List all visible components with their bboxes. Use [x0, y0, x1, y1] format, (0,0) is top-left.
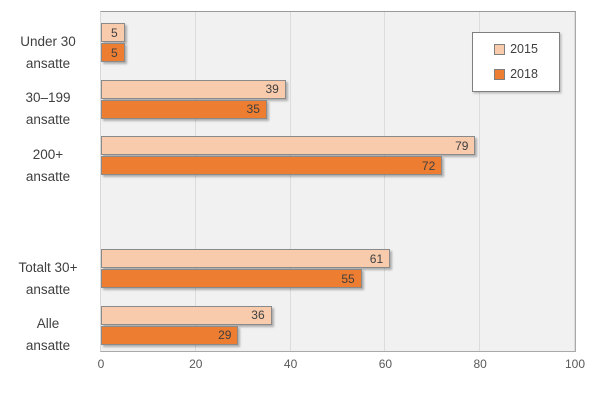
bar-value-label: 29	[218, 328, 232, 342]
category-label-2: 200+ ansatte	[25, 146, 71, 184]
bar-2018-category-1: 35	[101, 99, 267, 119]
bar-2018-category-2: 72	[101, 156, 443, 175]
gridline-20	[194, 12, 196, 351]
legend: 2015 2018	[472, 32, 560, 92]
legend-label-2015: 2015	[510, 42, 538, 56]
bar-2015-category-4: 36	[101, 305, 272, 325]
bar-2015-category-2: 79	[101, 136, 476, 155]
gridline-100	[574, 12, 575, 351]
bar-value-label: 72	[421, 158, 436, 173]
x-tick-label-40: 40	[283, 357, 298, 371]
bar-2018-category-3: 55	[101, 269, 362, 288]
bar-2015-category-3: 61	[101, 249, 391, 268]
x-tick-label-80: 80	[473, 357, 487, 371]
bar-value-label: 36	[251, 308, 265, 322]
x-tick-label-60: 60	[378, 357, 393, 371]
legend-item-2018: 2018	[494, 68, 538, 81]
bar-value-label: 5	[111, 45, 118, 60]
category-label-3: Totalt 30+ ansatte	[18, 259, 78, 297]
gridline-60	[384, 12, 386, 351]
bar-value-label: 61	[369, 251, 384, 266]
category-label-1: 30–199 ansatte	[25, 90, 71, 127]
bar-value-label: 55	[341, 271, 355, 286]
x-tick-label-100: 100	[564, 357, 586, 371]
category-label-4: Alle ansatte	[25, 316, 71, 353]
x-tick-label-20: 20	[189, 357, 203, 371]
category-label-0: Under 30 ansatte	[20, 33, 76, 71]
bar-2018-category-0: 5	[101, 43, 125, 62]
legend-swatch-2015	[494, 44, 506, 55]
legend-item-2015: 2015	[494, 43, 538, 56]
bar-value-label: 5	[111, 25, 118, 40]
gridline-80	[479, 12, 481, 351]
bar-2015-category-0: 5	[101, 23, 125, 42]
gridline-40	[289, 12, 291, 351]
legend-swatch-2018	[494, 69, 506, 80]
bar-value-label: 35	[246, 102, 260, 116]
bar-2018-category-4: 29	[101, 325, 239, 345]
x-tick-label-0: 0	[97, 357, 105, 371]
bar-value-label: 79	[455, 138, 469, 153]
bar-value-label: 39	[265, 82, 279, 96]
legend-label-2018: 2018	[510, 67, 538, 81]
bar-2015-category-1: 39	[101, 79, 286, 99]
